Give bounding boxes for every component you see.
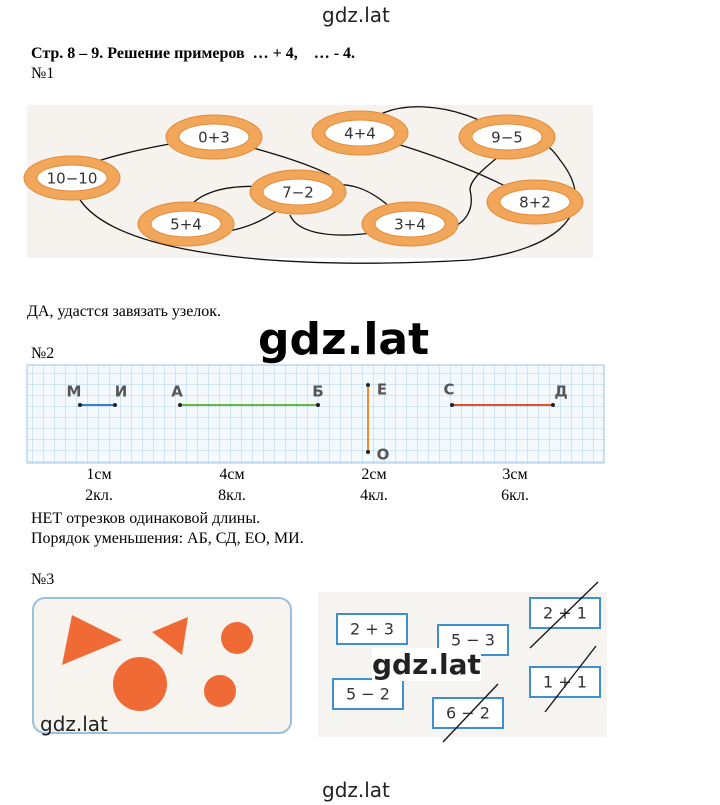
circle	[221, 622, 253, 654]
card	[336, 613, 408, 645]
card	[432, 697, 504, 729]
points	[78, 383, 555, 454]
oval-label: 9−5	[491, 129, 523, 147]
answer: НЕТ отрезков одинаковой длины.	[31, 510, 261, 527]
oval-inner	[150, 210, 222, 238]
title: Стр. 8 – 9. Решение примеров … + 4, … - …	[31, 45, 356, 62]
oval-label: 7−2	[282, 184, 314, 202]
card	[529, 666, 601, 698]
measurement: 3см	[502, 466, 528, 483]
oval-inner	[471, 123, 543, 151]
measurement: 2см	[361, 466, 387, 483]
point-label: Е	[377, 381, 387, 399]
card-label: 2 + 3	[350, 620, 394, 639]
watermark: gdz.lat	[40, 712, 108, 736]
measurement: 6кл.	[501, 487, 529, 504]
oval-label: 4+4	[344, 125, 376, 143]
card	[332, 678, 404, 710]
oval-label: 0+3	[198, 129, 230, 147]
oval-inner	[324, 119, 396, 147]
answer: ДА, удастся завязать узелок.	[27, 303, 222, 320]
point-label: Д	[554, 383, 567, 401]
oval-inner	[499, 188, 571, 216]
watermark: gdz.lat	[322, 3, 390, 27]
point-label: О	[377, 446, 390, 464]
oval-label: 3+4	[394, 216, 426, 234]
answer: Порядок уменьшения: АБ, СД, ЕО, МИ.	[31, 530, 304, 547]
oval-inner	[262, 178, 334, 206]
measurement: 8кл.	[218, 487, 246, 504]
task-label: №2	[31, 345, 55, 362]
watermark: gdz.lat	[322, 778, 390, 802]
point-label: А	[171, 383, 183, 401]
watermark: gdz.lat	[372, 648, 481, 681]
card-label: 6 − 2	[446, 704, 490, 723]
oval-label: 10−10	[47, 170, 98, 188]
point-label: С	[443, 381, 454, 399]
measurement: 4см	[219, 466, 245, 483]
card-label: 1 + 1	[543, 673, 587, 692]
point-label: М	[67, 383, 82, 401]
measurement: 1см	[86, 466, 112, 483]
circle	[204, 675, 236, 707]
triangle	[62, 615, 122, 665]
oval-label: 8+2	[519, 194, 551, 212]
card	[529, 597, 601, 629]
card-label: 5 − 3	[451, 631, 495, 650]
point-label: И	[115, 383, 128, 401]
grid	[26, 364, 605, 464]
oval-label: 5+4	[170, 216, 202, 234]
strike-lines	[442, 581, 599, 743]
task-label: №3	[31, 571, 55, 588]
watermark: gdz.lat	[258, 314, 430, 365]
ovals: 0+3 4+4 9−5 10−10 7−2 8+2 5+4 3+4	[23, 110, 584, 247]
oval-inner	[374, 210, 446, 238]
point-label: Б	[312, 383, 323, 401]
measurement: 2кл.	[85, 487, 113, 504]
point-labels: М И А Б Е О С Д	[67, 381, 568, 464]
circle	[113, 657, 167, 711]
card-label: 2 + 1	[543, 604, 587, 623]
measurement: 4кл.	[360, 487, 388, 504]
card-label: 5 − 2	[346, 685, 390, 704]
cards: 2 + 3 5 − 3 2 + 1 5 − 2 1 + 1 6 − 2	[332, 597, 601, 729]
oval-inner	[36, 164, 108, 192]
oval-inner	[178, 123, 250, 151]
triangle	[152, 617, 188, 655]
task-label: №1	[31, 65, 55, 82]
